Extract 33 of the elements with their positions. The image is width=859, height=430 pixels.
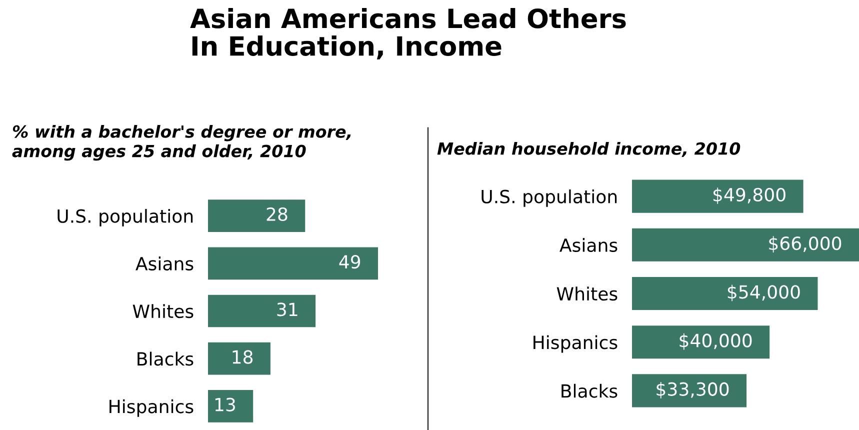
y-tick-label: Hispanics <box>110 399 194 417</box>
y-tick-label: U.S. population <box>58 208 193 226</box>
data-label: $33,300 <box>656 382 729 398</box>
y-tick-label: Blacks <box>138 352 194 366</box>
bar <box>208 247 378 280</box>
bar <box>208 200 306 232</box>
bar <box>632 276 818 310</box>
bar <box>208 342 270 375</box>
y-tick-label: Whites <box>132 304 194 318</box>
data-label: 13 <box>215 398 235 412</box>
data-label: 31 <box>277 302 298 316</box>
data-label: $54,000 <box>728 284 800 302</box>
data-label: 49 <box>339 254 360 269</box>
bar <box>632 180 804 213</box>
bar <box>208 294 316 328</box>
bar <box>632 374 747 408</box>
y-tick-label: Hispanics <box>534 335 618 353</box>
data-label: 18 <box>232 350 253 364</box>
bar <box>208 390 254 422</box>
chart-title: Asian Americans Lead Others In Education, Income <box>190 8 626 60</box>
data-label: $49,800 <box>713 188 786 204</box>
y-tick-label: Blacks <box>562 384 618 398</box>
data-label: $66,000 <box>769 236 842 253</box>
chart-subtitle: % with a bachelor's degree or more, among ages 25 and older, 2010 <box>12 125 351 161</box>
y-tick-label: Asians <box>560 238 618 252</box>
y-tick-label: U.S. population <box>482 189 617 207</box>
chart-subtitle: Median household income, 2010 <box>437 142 740 158</box>
data-label: $40,000 <box>680 333 752 350</box>
bar <box>632 228 859 262</box>
data-label: 28 <box>266 207 288 222</box>
y-tick-label: Whites <box>556 286 618 301</box>
bar <box>632 326 770 359</box>
y-tick-label: Asians <box>136 256 194 271</box>
